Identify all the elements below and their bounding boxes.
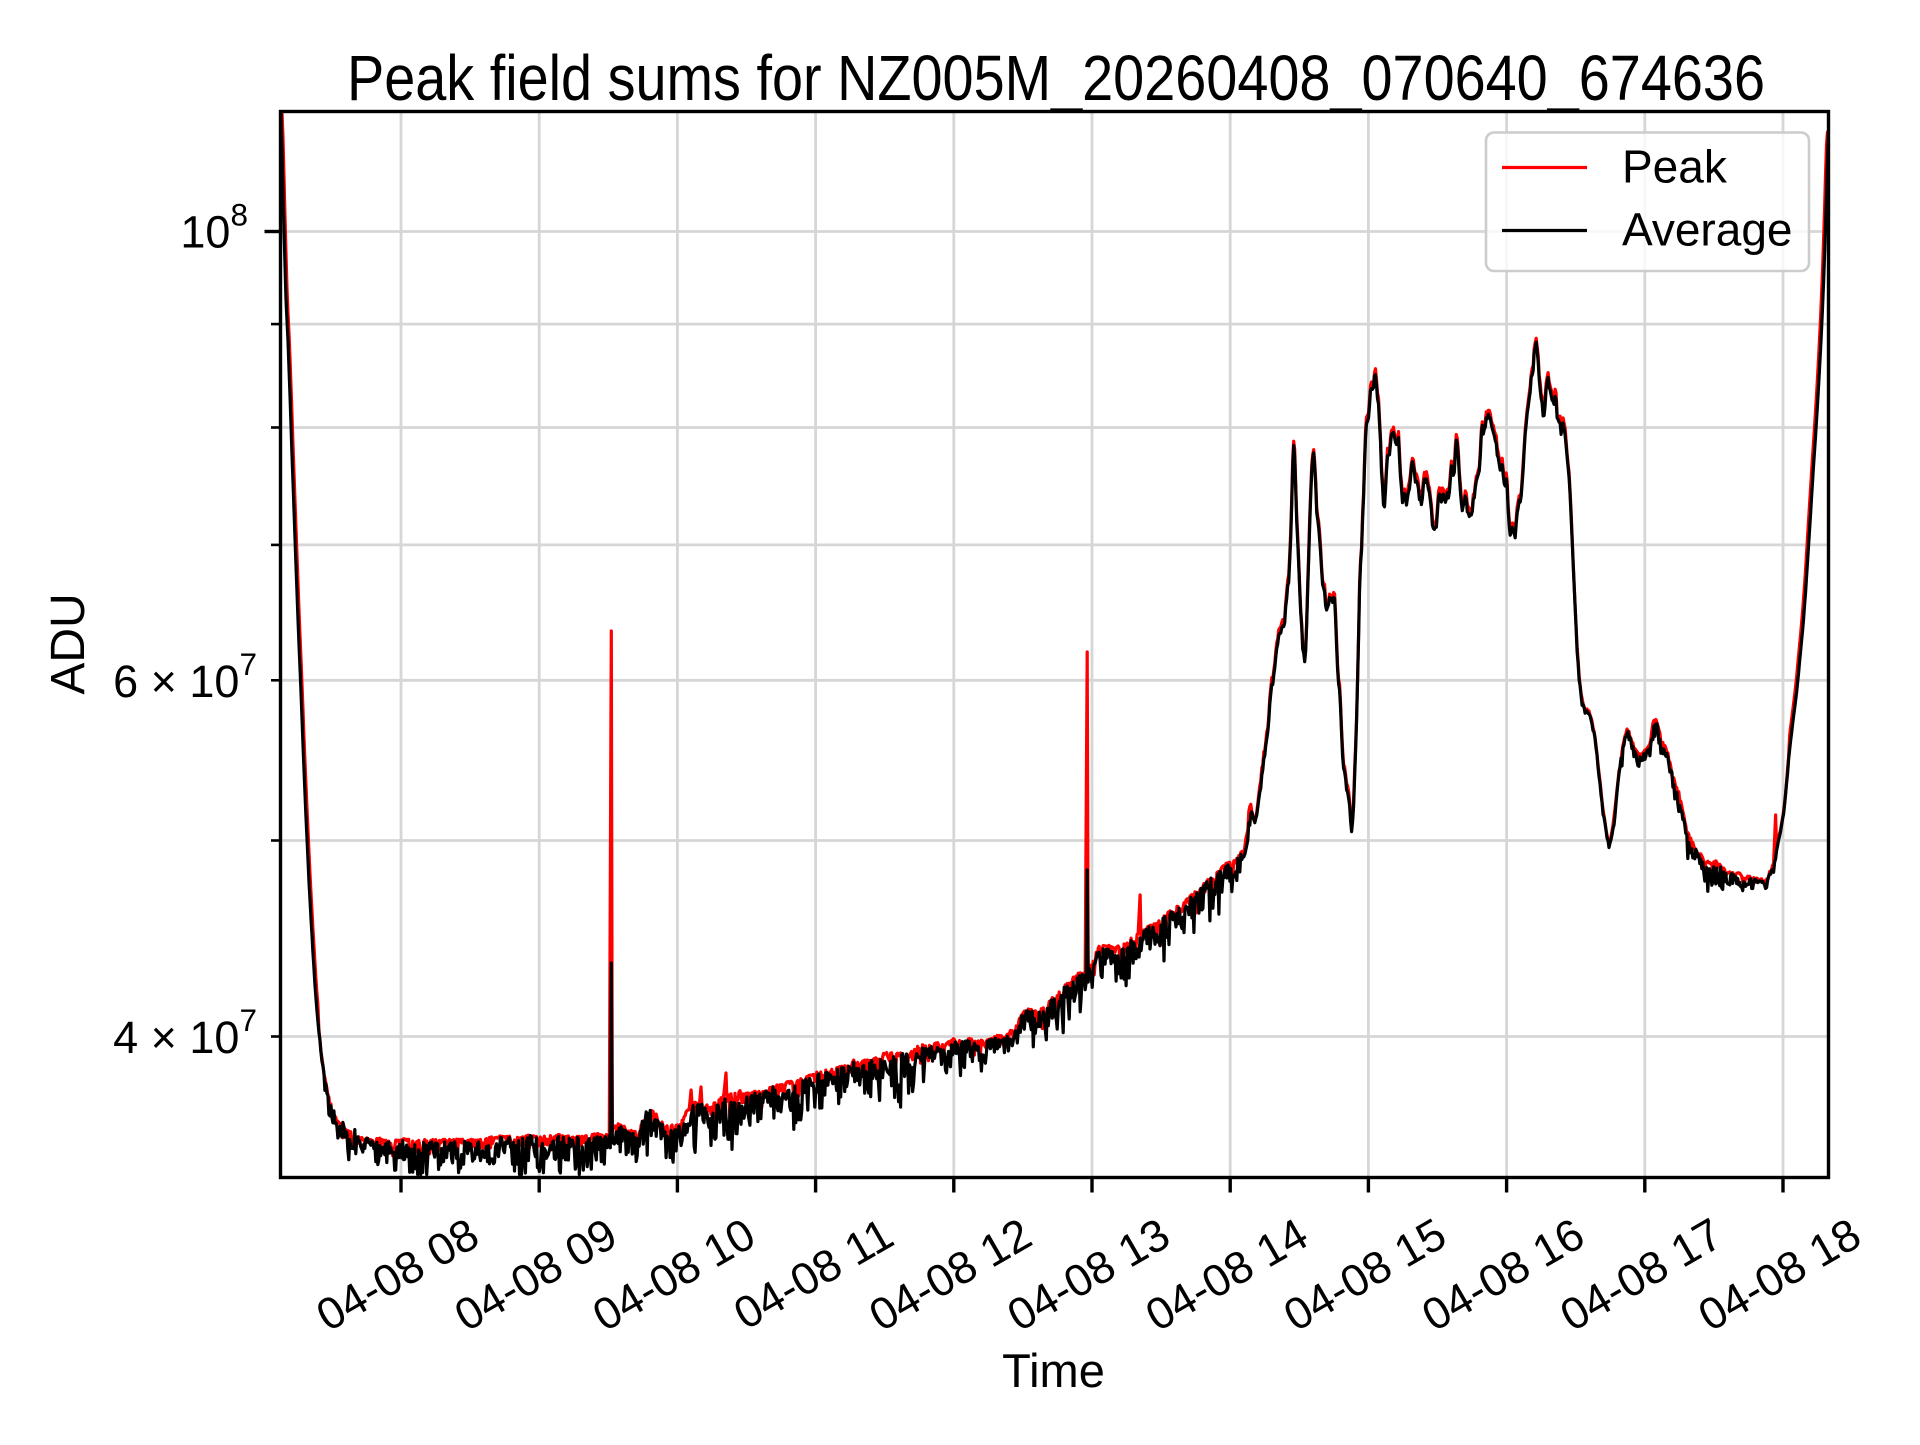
svg-text:ADU: ADU [42,593,95,694]
svg-text:4 × 107: 4 × 107 [113,1002,257,1063]
svg-text:6 × 107: 6 × 107 [113,646,257,707]
svg-text:Peak field sums for NZ005M_202: Peak field sums for NZ005M_20260408_0706… [347,42,1765,114]
svg-text:Time: Time [1002,1344,1105,1397]
svg-text:Peak: Peak [1622,141,1728,193]
svg-text:Average: Average [1622,204,1793,256]
